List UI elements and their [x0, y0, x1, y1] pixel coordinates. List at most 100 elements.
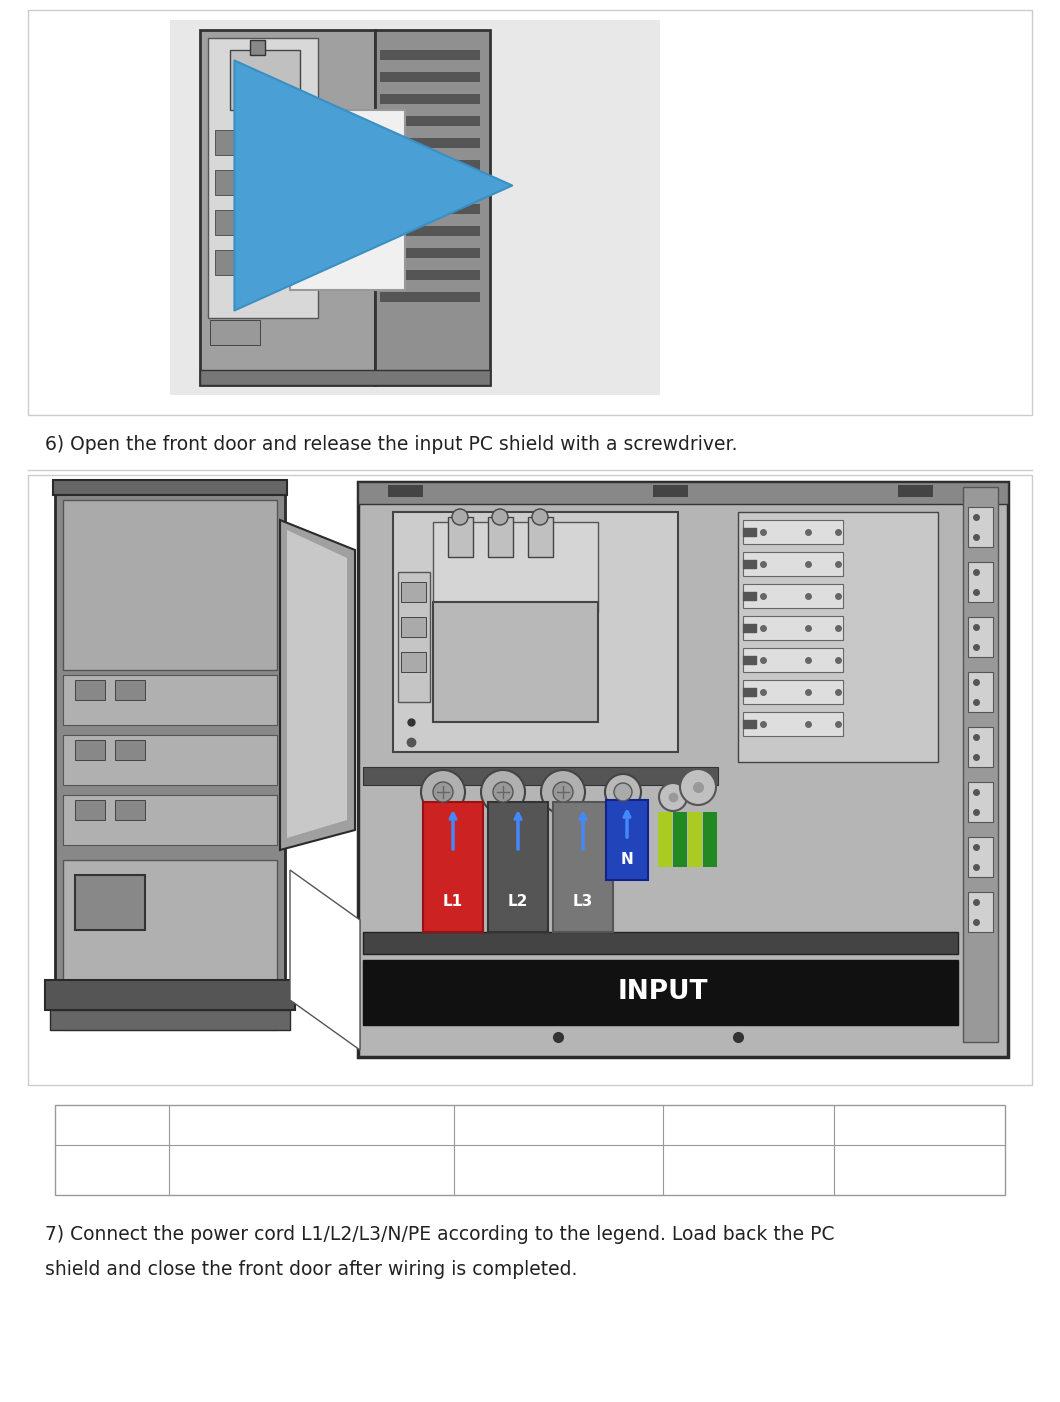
Bar: [379, 182, 480, 192]
Bar: [379, 160, 480, 170]
Bar: [50, 1009, 290, 1030]
Bar: [200, 370, 490, 386]
Bar: [215, 210, 245, 236]
Bar: [968, 837, 993, 878]
Bar: [170, 20, 660, 395]
Bar: [528, 517, 553, 557]
Bar: [63, 795, 277, 845]
Text: L3: L3: [572, 894, 594, 910]
Bar: [401, 582, 426, 601]
Circle shape: [452, 509, 469, 524]
Bar: [379, 137, 480, 149]
Text: INPUT: INPUT: [618, 979, 708, 1005]
Bar: [688, 812, 702, 866]
Bar: [968, 617, 993, 658]
Bar: [653, 485, 688, 496]
Bar: [55, 1105, 1005, 1195]
Circle shape: [681, 770, 716, 805]
Bar: [398, 572, 430, 702]
Bar: [898, 485, 933, 496]
Circle shape: [493, 782, 513, 802]
Text: 60kW: 60kW: [89, 1162, 135, 1178]
Bar: [962, 486, 999, 1042]
Bar: [55, 491, 285, 995]
Bar: [968, 508, 993, 547]
Bar: [401, 617, 426, 637]
Bar: [114, 740, 145, 760]
Circle shape: [541, 770, 585, 815]
Bar: [423, 802, 483, 932]
Text: Recommended cable: Recommended cable: [227, 1117, 396, 1133]
Bar: [215, 170, 245, 195]
Bar: [215, 130, 245, 156]
Bar: [743, 520, 843, 544]
Bar: [114, 801, 145, 820]
Circle shape: [659, 782, 687, 810]
Bar: [358, 482, 1008, 503]
Text: Ttorque: Ttorque: [888, 1117, 951, 1133]
Bar: [215, 250, 245, 275]
Bar: [363, 932, 958, 953]
Bar: [63, 735, 277, 785]
Bar: [230, 50, 300, 109]
Bar: [379, 226, 480, 236]
Bar: [363, 767, 718, 785]
Polygon shape: [280, 520, 355, 850]
Text: 7) Connect the power cord L1/L2/L3/N/PE according to the legend. Load back the P: 7) Connect the power cord L1/L2/L3/N/PE …: [45, 1225, 834, 1244]
Bar: [379, 292, 480, 301]
Bar: [379, 72, 480, 81]
Bar: [968, 728, 993, 767]
Text: 250mm: 250mm: [528, 1162, 589, 1178]
Bar: [53, 479, 287, 495]
Bar: [401, 652, 426, 672]
Text: 3.5N-m: 3.5N-m: [890, 1162, 949, 1178]
Text: Screw: Screw: [724, 1117, 773, 1133]
Bar: [379, 94, 480, 104]
Bar: [379, 271, 480, 280]
Bar: [375, 29, 490, 386]
Bar: [75, 875, 145, 930]
Bar: [738, 512, 938, 763]
Bar: [743, 712, 843, 736]
Bar: [743, 648, 843, 672]
Bar: [488, 517, 513, 557]
Circle shape: [605, 774, 641, 810]
Bar: [743, 680, 843, 704]
Circle shape: [532, 509, 548, 524]
Bar: [432, 522, 598, 613]
Text: L1: L1: [443, 894, 463, 910]
Bar: [363, 960, 958, 1025]
Bar: [448, 517, 473, 557]
Bar: [358, 482, 1008, 1057]
Bar: [75, 740, 105, 760]
Circle shape: [553, 782, 573, 802]
Bar: [28, 10, 1032, 415]
Bar: [63, 986, 277, 1030]
Text: L1/L2/L3/N:50mm2;PE:25mm2: L1/L2/L3/N:50mm2;PE:25mm2: [190, 1162, 434, 1178]
Bar: [250, 41, 265, 55]
Bar: [388, 485, 423, 496]
Bar: [606, 801, 648, 880]
Bar: [75, 680, 105, 700]
Bar: [63, 501, 277, 670]
Bar: [968, 892, 993, 932]
Text: shield and close the front door after wiring is completed.: shield and close the front door after wi…: [45, 1260, 578, 1279]
Circle shape: [421, 770, 465, 815]
Bar: [743, 585, 843, 608]
Bar: [208, 38, 318, 318]
Bar: [114, 680, 145, 700]
Bar: [379, 205, 480, 215]
Bar: [968, 562, 993, 601]
Bar: [393, 512, 678, 751]
Bar: [432, 601, 598, 722]
Bar: [45, 980, 295, 1009]
Circle shape: [492, 509, 508, 524]
Bar: [743, 552, 843, 576]
Text: 6) Open the front door and release the input PC shield with a screwdriver.: 6) Open the front door and release the i…: [45, 435, 738, 454]
Text: M8.0: M8.0: [729, 1162, 768, 1178]
Bar: [658, 812, 672, 866]
Polygon shape: [287, 530, 347, 838]
Text: Stripping Length: Stripping Length: [492, 1117, 625, 1133]
Text: N: N: [620, 852, 634, 868]
Bar: [703, 812, 717, 866]
